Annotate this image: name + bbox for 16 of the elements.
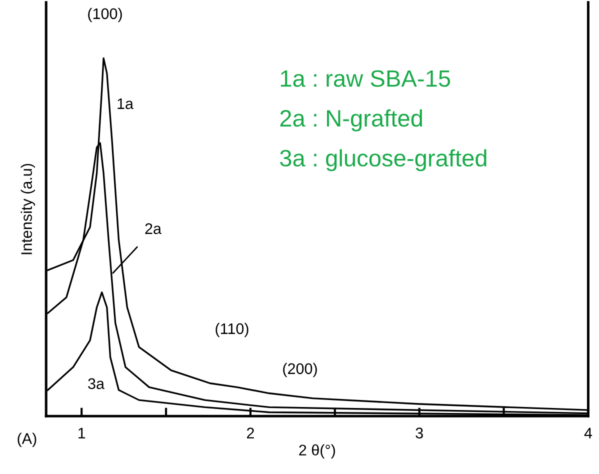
x-tick-label: 3 [416, 428, 423, 439]
annotation: (200) [283, 362, 317, 378]
y-axis-title: Intensity (a.u) [20, 164, 36, 254]
annotation: 3a [88, 378, 104, 390]
x-tick-label: 4 [584, 428, 592, 438]
text: (100) [88, 8, 122, 22]
annotation: 1a : raw SBA-15 [280, 70, 450, 87]
annotation: 2a : N-grafted [280, 109, 422, 132]
annotation: (110) [216, 322, 248, 338]
text: (A) [18, 432, 36, 447]
annotation: 1a [118, 98, 134, 110]
annotation: 3a : glucose-grafted [280, 149, 486, 172]
x-tick-label: 1 [78, 428, 86, 438]
x-tick-label: 2 [246, 428, 254, 438]
x-axis-title: 2 θ(°) [299, 444, 335, 459]
annotation: 2a [145, 223, 162, 234]
